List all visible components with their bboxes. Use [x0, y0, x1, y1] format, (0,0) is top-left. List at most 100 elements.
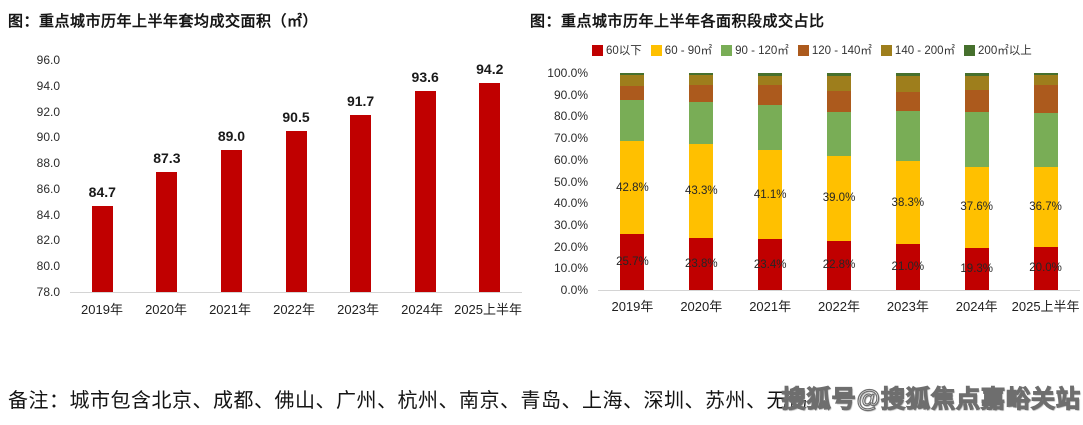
bar-segment [964, 248, 989, 290]
stacked-bar-column: 21.0% 38.3% [873, 73, 942, 290]
bar-segment [620, 141, 645, 235]
chart-avg-transaction-area: 图：重点城市历年上半年套均成交面积（㎡） 96.0 94.0 92.0 90.0 88.… [8, 10, 522, 340]
bar [350, 115, 372, 292]
legend-item: 200㎡以上 [964, 42, 1032, 58]
bar-segment [1033, 85, 1058, 113]
legend-item: 60 - 90㎡ [650, 42, 713, 58]
bar-segment [620, 234, 645, 290]
y-tick-label: 10.0% [553, 261, 588, 276]
bar-segment [1033, 246, 1058, 290]
bar-segment [895, 91, 920, 112]
y-tick-label: 86.0 [36, 181, 60, 196]
bar-segment [827, 91, 851, 112]
bar-segment [758, 84, 783, 105]
y-tick-label: 78.0 [36, 285, 60, 299]
bar-value-label: 94.2 [476, 61, 504, 78]
watermark: 搜狐号@搜狐焦点嘉峪关站 [781, 385, 1081, 413]
bar-segment [895, 111, 920, 162]
bar-value-label: 91.7 [346, 93, 375, 110]
segment-value-label: 39.0% [822, 192, 856, 205]
x-tick-label: 2021年 [209, 302, 251, 317]
legend-swatch [650, 44, 662, 56]
segment-value-label: 36.7% [1029, 200, 1062, 213]
bar-segment [964, 166, 989, 249]
bar-segment [689, 73, 714, 75]
x-tick-label: 2022年 [818, 299, 860, 314]
left-chart-plot: 84.7 87.3 89.0 90.5 91.7 93.6 94.2 [70, 60, 522, 293]
bar [91, 205, 113, 292]
segment-value-label: 37.6% [960, 201, 994, 214]
bar-segment [1033, 73, 1058, 76]
bar-segment [689, 238, 714, 290]
bar [220, 150, 242, 292]
bar-segment [895, 161, 920, 245]
bar [479, 83, 501, 292]
legend-label: 60以下 [606, 45, 642, 57]
bar-segment [964, 76, 989, 90]
bar-segment [1033, 166, 1058, 247]
stacked-bar: 23.4% 41.1% [754, 73, 786, 290]
legend-item: 60以下 [592, 42, 642, 58]
x-tick-label: 2019年 [81, 302, 123, 317]
legend-item: 140 - 200㎡ [880, 42, 955, 58]
x-tick-label: 2025上半年 [454, 302, 523, 317]
bar-segment [964, 112, 989, 167]
segment-value-label: 20.0% [1029, 262, 1062, 275]
stacked-bar-column: 23.4% 41.1% [736, 73, 805, 290]
y-tick-label: 40.0% [553, 196, 588, 211]
stacked-bar-column: 22.8% 39.0% [805, 73, 874, 290]
stacked-bar: 19.3% 37.6% [960, 73, 993, 290]
bar-segment [620, 86, 645, 101]
stacked-bar-column: 20.0% 36.7% [1011, 73, 1080, 290]
bar-segment [689, 144, 714, 239]
legend-swatch [797, 44, 809, 56]
segment-value-label: 23.8% [684, 258, 718, 271]
segment-value-label: 38.3% [891, 196, 925, 209]
segment-value-label: 22.8% [822, 259, 856, 272]
bar-segment [1033, 112, 1058, 167]
y-tick-label: 84.0 [36, 207, 60, 222]
stacked-bar: 20.0% 36.7% [1029, 73, 1062, 290]
bar-segment [895, 73, 920, 77]
bar-segment [758, 73, 783, 77]
stacked-bar-column: 25.7% 42.8% [598, 73, 667, 290]
bar-segment [827, 240, 851, 290]
right-chart-legend: 60以下 60 - 90㎡ 90 - 120㎡ 120 - 140㎡ 140 - 200… [592, 42, 1032, 58]
legend-swatch [592, 44, 603, 56]
right-chart-x-axis: 2019年 2020年 2021年 2022年 2023年 2024年 2025上半年 [598, 296, 1080, 315]
bar-segment [964, 89, 989, 113]
bar-value-label: 93.6 [411, 68, 439, 85]
legend-label: 60 - 90㎡ [664, 45, 713, 57]
y-tick-label: 90.0 [36, 130, 60, 145]
segment-value-label: 19.3% [960, 263, 994, 276]
bar-segment [620, 75, 645, 87]
bar-column: 94.2 [457, 60, 522, 292]
legend-label: 120 - 140㎡ [811, 45, 872, 57]
legend-swatch [964, 44, 976, 56]
x-tick-label: 2024年 [401, 302, 444, 317]
bar-segment [827, 76, 851, 92]
y-tick-label: 88.0 [36, 156, 60, 171]
bar-column: 84.7 [70, 60, 135, 292]
x-tick-label: 2022年 [273, 302, 316, 317]
segment-value-label: 21.0% [891, 261, 925, 274]
segment-value-label: 42.8% [616, 181, 649, 194]
y-tick-label: 90.0% [553, 87, 588, 102]
bar-segment [895, 244, 920, 290]
bar [414, 90, 436, 292]
bar [156, 172, 178, 292]
bar-segment [758, 239, 783, 290]
segment-value-label: 43.3% [684, 185, 718, 198]
bar-column: 87.3 [135, 60, 200, 292]
y-tick-label: 50.0% [553, 174, 588, 189]
bar-segment [689, 84, 714, 102]
left-chart-x-axis: 2019年 2020年 2021年 2022年 2023年 2024年 2025上半年 [70, 299, 522, 318]
left-chart-title: 图：重点城市历年上半年套均成交面积（㎡） [8, 14, 319, 30]
bar-segment [1033, 75, 1058, 86]
legend-swatch [721, 44, 733, 56]
bar-value-label: 87.3 [153, 150, 181, 167]
bar-column: 89.0 [199, 60, 264, 292]
left-chart-y-axis: 96.0 94.0 92.0 90.0 88.0 86.0 84.0 82.0 80.0 78.0 [8, 53, 66, 299]
right-chart-plot: 25.7% 42.8% 23.8% 43.3% 23.4% 41.1% 22.8% 39.0%… [598, 73, 1080, 291]
